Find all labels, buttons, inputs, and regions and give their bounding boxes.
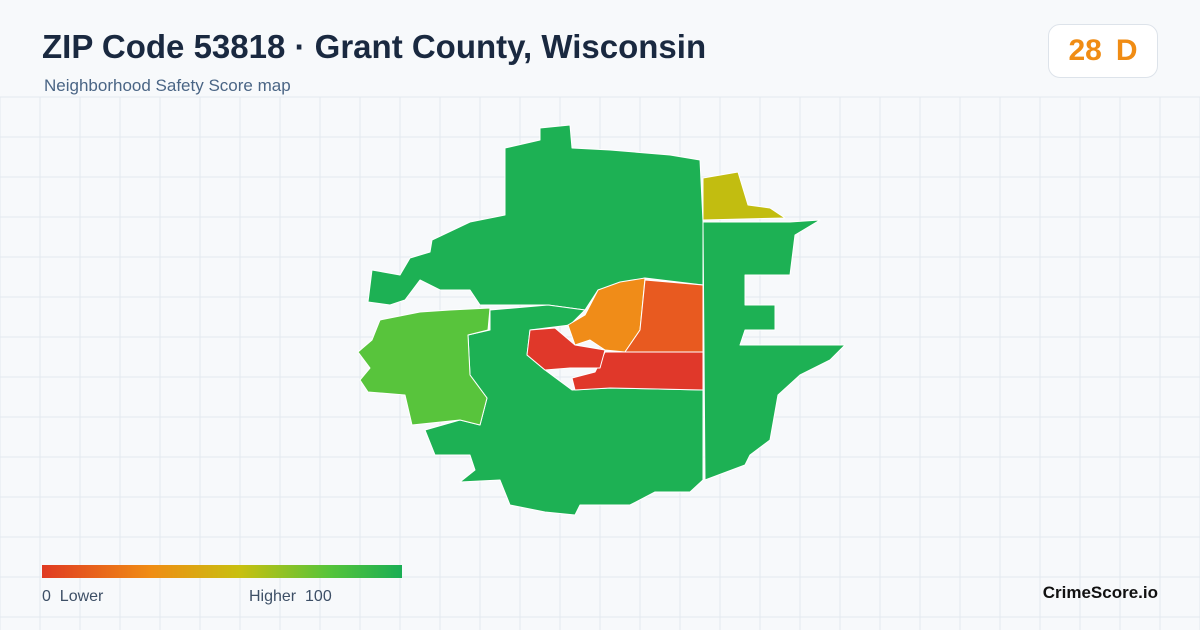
legend-gradient [42,565,402,578]
legend-min-label: Lower [59,588,104,605]
legend-max-label: Higher [249,588,297,605]
score: 28 [1068,34,1102,67]
legend-min-value: 0 [42,588,51,605]
grade: D [1115,34,1138,67]
title: ZIP Code 53818 · Grant County, Wisconsin [42,28,707,65]
area [367,124,704,311]
area [526,327,606,371]
subtitle: Neighborhood Safety Score map [44,76,291,95]
area [702,171,786,221]
legend-max: Higher 100 [249,588,332,606]
legend-min: 0 Lower [42,588,103,606]
area [357,307,491,426]
brand: CrimeScore.io [1042,583,1158,602]
legend-max-value: 100 [305,588,332,605]
area [702,219,846,481]
score-badge: 28 D [1048,24,1158,78]
